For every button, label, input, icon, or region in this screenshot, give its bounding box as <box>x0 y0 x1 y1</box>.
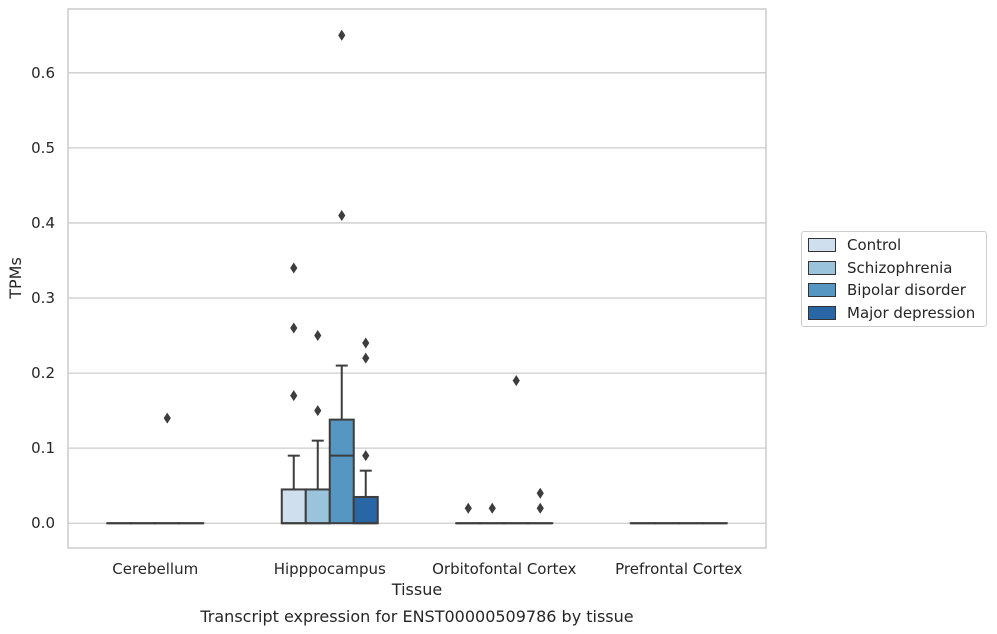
outlier-point <box>338 209 346 221</box>
outlier-point <box>314 330 322 342</box>
outlier-point <box>362 337 370 349</box>
legend-item-bipolar-disorder: Bipolar disorder <box>808 280 966 300</box>
plot-area-frame <box>67 8 767 549</box>
legend-label-bipolar-disorder: Bipolar disorder <box>847 281 966 299</box>
y-tick-labels: 0.0 0.1 0.2 0.3 0.4 0.5 0.6 <box>31 64 55 532</box>
legend-swatch-bipolar-disorder <box>808 283 836 297</box>
series-control <box>106 262 656 525</box>
series-schizophrenia <box>130 330 680 525</box>
y-tick-label: 0.1 <box>31 439 55 457</box>
x-tick-label: Hipppocampus <box>274 560 386 578</box>
y-tick-label: 0.4 <box>31 214 55 232</box>
y-axis-label: TPMs <box>6 257 25 300</box>
x-tick-label: Prefrontal Cortex <box>615 560 742 578</box>
legend-swatch-control <box>808 238 836 252</box>
legend-item-control: Control <box>808 235 901 255</box>
y-gridlines <box>68 72 766 524</box>
outlier-point <box>512 375 520 387</box>
outlier-point <box>163 412 171 424</box>
legend-item-schizophrenia: Schizophrenia <box>808 258 952 278</box>
series-major-depression <box>178 337 728 525</box>
legend-swatch-schizophrenia <box>808 260 836 275</box>
y-tick-label: 0.3 <box>31 289 55 307</box>
x-tick-label: Orbitofontal Cortex <box>432 560 576 578</box>
legend-label-major-depression: Major depression <box>847 303 976 322</box>
outlier-point <box>536 502 544 514</box>
outlier-point <box>362 450 370 462</box>
y-tick-label: 0.5 <box>31 139 55 157</box>
outlier-point <box>488 502 496 514</box>
box <box>304 488 331 525</box>
x-axis-label: Tissue <box>391 580 442 599</box>
outlier-point <box>464 502 472 514</box>
outlier-point <box>314 405 322 417</box>
box <box>328 418 355 525</box>
x-tick-label: Cerebellum <box>112 560 198 578</box>
box <box>280 488 307 525</box>
y-tick-label: 0.6 <box>31 64 55 82</box>
outlier-point <box>290 262 298 274</box>
x-tick-labels: Cerebellum Hipppocampus Orbitofontal Corte… <box>112 560 742 578</box>
outlier-point <box>290 322 298 334</box>
legend-label-control: Control <box>847 236 902 254</box>
outlier-point <box>536 487 544 499</box>
series-bipolar-disorder <box>154 29 704 525</box>
chart-title: Transcript expression for ENST0000050978… <box>199 607 633 626</box>
legend-swatch-major-depression <box>808 305 836 320</box>
legend: Control Schizophrenia Bipolar disorder M… <box>801 231 987 327</box>
box <box>352 495 379 525</box>
outlier-point <box>362 352 370 364</box>
y-tick-label: 0.2 <box>31 364 55 382</box>
legend-item-major-depression: Major depression <box>808 303 975 323</box>
y-tick-label: 0.0 <box>31 514 55 532</box>
legend-label-schizophrenia: Schizophrenia <box>847 258 953 277</box>
outlier-point <box>338 29 346 41</box>
outlier-point <box>290 390 298 402</box>
box-series <box>106 29 728 525</box>
